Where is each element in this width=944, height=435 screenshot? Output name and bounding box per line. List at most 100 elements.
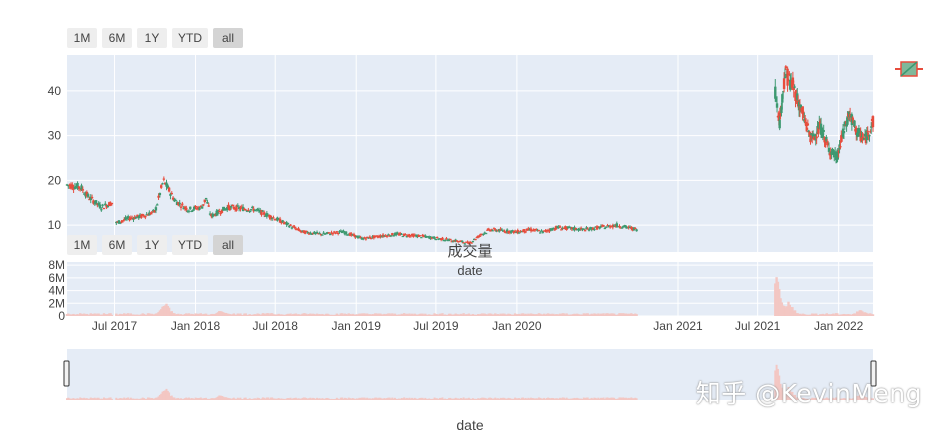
- volume-bar: [499, 313, 502, 316]
- range-button-all-price[interactable]: all: [213, 28, 243, 48]
- volume-bar: [436, 314, 439, 316]
- volume-bar: [98, 314, 102, 316]
- range-slider-bar: [469, 398, 472, 400]
- candle-body: [124, 217, 127, 220]
- range-slider-bar: [215, 397, 218, 400]
- range-button-1y-volume[interactable]: 1Y: [137, 235, 167, 255]
- candle-body: [560, 229, 563, 231]
- candle-body: [366, 236, 369, 238]
- range-slider-bar: [820, 398, 823, 400]
- candle-body: [336, 232, 340, 235]
- range-button-1y-price[interactable]: 1Y: [137, 28, 167, 48]
- volume-bar: [235, 314, 238, 316]
- range-slider-bar: [437, 399, 440, 400]
- range-button-1m-price[interactable]: 1M: [67, 28, 97, 48]
- candle-body: [106, 205, 110, 207]
- candle-body: [863, 133, 867, 137]
- range-button-ytd-volume[interactable]: YTD: [172, 235, 208, 255]
- range-slider-bar: [81, 398, 84, 400]
- range-slider-bar: [326, 397, 329, 400]
- candle-body: [331, 233, 335, 235]
- volume-bar: [313, 313, 316, 316]
- volume-bar: [821, 313, 825, 316]
- candle-body: [208, 213, 212, 215]
- range-slider-bar: [338, 399, 341, 400]
- candle-body: [82, 193, 86, 195]
- volume-bar: [788, 304, 792, 316]
- volume-bar: [458, 314, 461, 316]
- volume-bar: [255, 314, 258, 316]
- candle-body: [472, 238, 476, 241]
- range-slider-bar: [861, 395, 864, 400]
- volume-bar: [867, 313, 871, 316]
- volume-bar: [220, 311, 224, 316]
- range-button-6m-volume[interactable]: 6M: [102, 235, 132, 255]
- candle-body: [160, 185, 163, 188]
- range-button-ytd-price[interactable]: YTD: [172, 28, 208, 48]
- range-button-6m-price[interactable]: 6M: [102, 28, 132, 48]
- volume-bar: [532, 313, 535, 316]
- candle-body: [303, 231, 307, 234]
- candle-body: [305, 230, 308, 232]
- range-slider-bar: [288, 398, 291, 400]
- candle-body: [315, 231, 319, 234]
- range-slider-bar: [486, 398, 489, 400]
- volume-bar: [618, 313, 621, 316]
- range-slider-bar: [592, 398, 595, 400]
- candle-body: [591, 227, 595, 230]
- volume-bar: [421, 313, 424, 316]
- range-slider-bar: [456, 398, 459, 400]
- volume-bar: [524, 313, 527, 316]
- x-tick-label: Jan 2021: [653, 319, 703, 333]
- range-slider-bar: [424, 397, 427, 400]
- candle-body: [410, 233, 414, 236]
- volume-bar: [173, 313, 176, 316]
- range-slider-bar: [268, 398, 271, 400]
- volume-bar: [137, 315, 140, 316]
- volume-bar: [264, 314, 267, 316]
- range-slider-bar: [119, 398, 122, 400]
- volume-bar: [445, 314, 448, 316]
- range-slider-bar: [813, 397, 816, 400]
- range-slider-bar: [202, 398, 205, 400]
- range-slider-bar: [613, 397, 616, 400]
- volume-bar: [531, 313, 534, 316]
- range-slider-bar: [494, 397, 497, 400]
- candle-body: [475, 237, 479, 239]
- candle-body: [76, 182, 79, 190]
- range-slider-bar: [605, 397, 608, 400]
- volume-bar: [791, 307, 794, 316]
- candle-body: [482, 233, 485, 235]
- volume-bar: [123, 313, 126, 316]
- candle-body: [265, 213, 269, 217]
- candle-body: [825, 136, 828, 141]
- candle-body: [432, 236, 435, 239]
- candle-body: [329, 233, 332, 236]
- range-slider-bar: [256, 397, 259, 400]
- range-slider-bar: [342, 398, 345, 400]
- range-slider-bar: [285, 398, 288, 400]
- volume-bar: [72, 313, 75, 316]
- candle-body: [620, 227, 624, 229]
- candle-body: [594, 226, 597, 228]
- volume-bar: [406, 314, 410, 316]
- candle-body: [601, 225, 604, 227]
- candle-body: [434, 238, 438, 241]
- candle-body: [814, 139, 817, 141]
- candle-body: [616, 226, 620, 228]
- range-button-all-volume[interactable]: all: [213, 235, 243, 255]
- range-button-1m-volume[interactable]: 1M: [67, 235, 97, 255]
- candle-body: [589, 227, 592, 230]
- candle-body: [429, 236, 432, 239]
- candle-body: [466, 241, 469, 244]
- candle-body: [509, 230, 513, 233]
- candle-body: [156, 204, 159, 206]
- volume-bar: [366, 313, 369, 316]
- volume-bar: [871, 314, 875, 316]
- range-slider-bar: [459, 398, 462, 400]
- volume-bar: [294, 313, 298, 316]
- range-slider-bar: [577, 398, 580, 400]
- volume-bar: [540, 314, 543, 316]
- volume-bar: [76, 314, 79, 316]
- range-slider-bar: [411, 397, 414, 400]
